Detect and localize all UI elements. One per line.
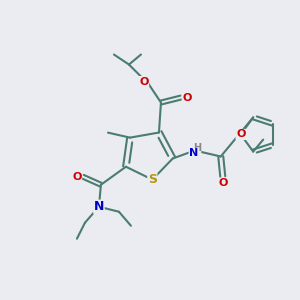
Text: N: N: [94, 200, 104, 213]
Text: O: O: [72, 172, 82, 182]
Text: N: N: [189, 148, 198, 158]
Text: S: S: [148, 173, 157, 186]
Text: O: O: [236, 130, 245, 140]
Text: O: O: [182, 92, 192, 103]
Text: H: H: [193, 143, 201, 154]
Text: O: O: [139, 76, 148, 86]
Text: O: O: [218, 178, 227, 188]
